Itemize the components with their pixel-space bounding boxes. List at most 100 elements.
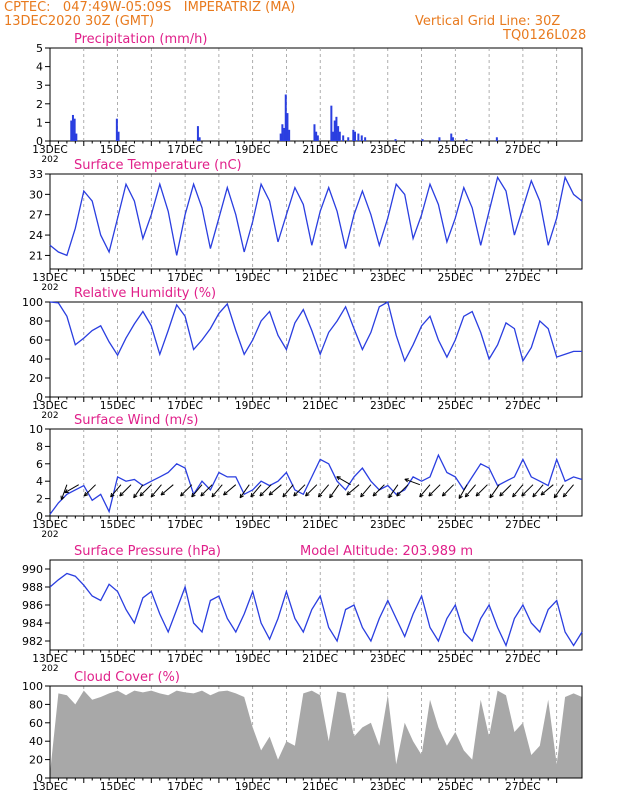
model-code: TQ0126L028: [503, 28, 587, 43]
wind-arrow-head: [396, 494, 401, 497]
x-tick-label: 13DEC: [32, 272, 67, 284]
wind-arrow: [133, 484, 144, 499]
wind-arrow-head: [512, 494, 517, 498]
x-tick-label: 23DEC: [370, 272, 405, 284]
y-tick-label: 2: [36, 493, 43, 506]
wind-arrow: [317, 484, 330, 498]
temp-series-line: [49, 175, 583, 257]
precip-bar: [330, 105, 333, 141]
y-tick-label: 33: [29, 168, 43, 181]
precip-bar: [338, 131, 341, 141]
y-tick-label: 990: [22, 563, 43, 576]
wind-arrow-head: [259, 494, 264, 497]
wind-arrow-shaft: [521, 484, 534, 497]
precip-bar: [284, 94, 287, 141]
wind-arrow-head: [223, 493, 228, 496]
wind-arrow-shaft: [419, 484, 431, 498]
wind-arrow-head: [305, 492, 308, 497]
y-tick-label: 24: [29, 229, 43, 242]
wind-arrow-shaft: [191, 484, 203, 498]
wind-arrow-head: [84, 494, 89, 497]
x-tick-label: 17DEC: [167, 272, 202, 284]
wind-arrow-shaft: [489, 484, 500, 499]
wind-panel: 0 2 4 6 8 10 13DEC 15DEC 17DEC 19DEC 21DEC 23DEC 25D…: [29, 413, 583, 540]
y-tick-label: 10: [29, 423, 43, 436]
precip-bar: [354, 131, 356, 141]
wind-arrow-head: [211, 492, 214, 498]
y-tick-label: 4: [36, 475, 43, 488]
wind-arrow-head: [475, 494, 481, 497]
wind-arrow-head: [388, 493, 390, 498]
wind-arrow-head: [293, 492, 296, 497]
x-tick-label: 25DEC: [438, 400, 473, 412]
wind-arrow-head: [282, 494, 287, 498]
wind-arrow-shaft: [360, 484, 372, 498]
wind-arrow-head: [553, 493, 556, 498]
wind-arrow-head: [200, 492, 203, 497]
wind-arrow: [200, 484, 213, 497]
y-tick-label: 0: [36, 391, 43, 404]
wind-arrow-shaft: [200, 484, 213, 497]
wind-arrow-shaft: [329, 484, 340, 499]
cloud-cover-area: [50, 690, 582, 778]
x-tick-label: 21DEC: [303, 400, 338, 412]
precip-bar: [115, 118, 118, 141]
wind-arrow: [336, 476, 351, 486]
wind-arrow-shaft: [60, 484, 68, 500]
wind-arrow-shaft: [268, 484, 282, 496]
pres-panel: 982 984 986 988 990 13DEC 15DEC 17DEC 19DEC 21DEC…: [22, 544, 583, 674]
wind-arrow-head: [329, 495, 334, 499]
wind-arrow-head: [489, 495, 494, 499]
wind-arrow-shaft: [180, 484, 193, 497]
wind-arrow: [441, 484, 454, 497]
wind-arrow: [464, 484, 476, 498]
precip-bar: [495, 137, 498, 141]
y-tick-label: 1: [36, 116, 43, 129]
precip-bar: [70, 120, 73, 141]
wind-arrow-head: [346, 491, 349, 496]
precip-bar: [316, 135, 319, 141]
wind-arrow-shaft: [388, 484, 399, 499]
rh-panel: 0 20 40 60 80 100 13DEC 15DEC 17DEC 19DEC 21DEC 23D…: [22, 286, 583, 421]
pres-series-line: [49, 572, 583, 648]
wind-arrow: [293, 484, 306, 497]
wind-arrow-head: [464, 492, 467, 498]
wind-arrow: [489, 484, 500, 499]
wind-arrow-head: [110, 494, 115, 498]
y-tick-label: 100: [22, 680, 43, 693]
wind-arrow-shaft: [512, 484, 524, 498]
wind-arrow-head: [133, 493, 135, 498]
precip-bar: [117, 131, 120, 141]
run-date: 13DEC2020 30Z (GMT): [4, 14, 155, 29]
wind-arrow-head: [318, 494, 323, 498]
wind-arrow-head: [239, 495, 244, 499]
wind-arrow: [499, 484, 512, 497]
x-tick-label: 17DEC: [167, 781, 202, 793]
wind-arrow-head: [419, 492, 422, 498]
wind-arrow: [211, 484, 223, 498]
wind-arrow-shaft: [293, 484, 306, 497]
wind-arrow-head: [160, 493, 166, 496]
y-tick-label: 20: [29, 754, 43, 767]
x-tick-label: 21DEC: [303, 781, 338, 793]
wind-arrow: [562, 484, 574, 498]
precip-bar: [73, 118, 76, 141]
x-tick-label: 15DEC: [100, 781, 135, 793]
wind-arrow: [372, 484, 385, 497]
wind-arrow-head: [305, 494, 310, 497]
wind-arrow-head: [532, 494, 537, 498]
wind-arrow-head: [180, 494, 185, 497]
wind-arrow-head: [250, 494, 255, 498]
wind-arrow-head: [499, 494, 504, 497]
x-tick-label: 27DEC: [505, 653, 540, 665]
wind-arrow-head: [191, 492, 194, 498]
precip-bar: [335, 116, 338, 141]
wind-arrow-shaft: [305, 484, 318, 497]
model-altitude-note: Model Altitude: 203.989 m: [300, 544, 473, 559]
x-tick-label: 13DEC: [32, 400, 67, 412]
wind-arrow: [305, 484, 318, 497]
wind-arrow: [268, 484, 282, 496]
x-tick-label: 27DEC: [505, 144, 540, 156]
wind-arrow-head: [239, 493, 242, 498]
wind-arrow-head: [428, 494, 433, 497]
